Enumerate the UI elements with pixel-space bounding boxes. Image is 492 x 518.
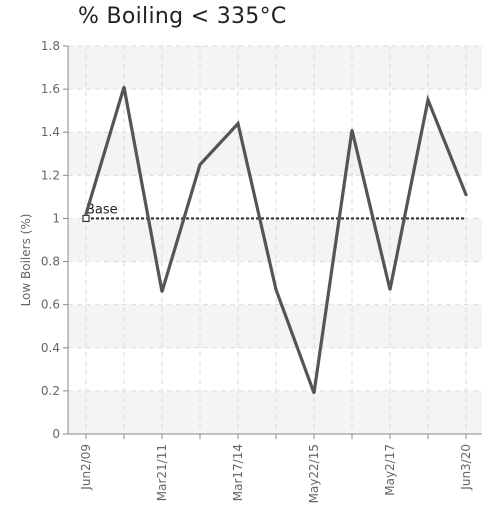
background-band xyxy=(68,218,482,262)
y-tick-label: 0.8 xyxy=(41,255,60,269)
x-tick-label: May2/17 xyxy=(383,444,397,496)
data-point xyxy=(236,122,240,125)
data-point xyxy=(122,85,126,89)
x-tick-label: Jun2/09 xyxy=(79,444,93,491)
y-tick-label: 1.6 xyxy=(41,82,60,96)
y-axis-label: Low Boilers (%) xyxy=(19,214,33,307)
y-tick-label: 1.8 xyxy=(41,39,60,53)
reference-line-label: Base xyxy=(86,202,118,217)
chart-title: % Boiling < 335°C xyxy=(78,4,287,29)
x-tick-labels: Jun2/09 Mar21/11 Mar17/14 May22/15 May2/17 Ju… xyxy=(79,444,473,503)
y-tick-label: 1.2 xyxy=(41,168,60,182)
background-band xyxy=(68,304,482,348)
y-tick-label: 1 xyxy=(52,211,60,225)
background-band xyxy=(68,46,482,90)
data-point xyxy=(274,288,278,291)
y-tick-label: 0 xyxy=(52,427,60,441)
data-point xyxy=(464,193,468,196)
y-tick-label: 0.6 xyxy=(41,298,60,312)
x-tick-label: Mar21/11 xyxy=(155,444,169,501)
background-band xyxy=(68,390,482,434)
data-point xyxy=(350,128,354,132)
data-point xyxy=(160,290,164,293)
y-tick-label: 0.2 xyxy=(41,384,60,398)
background-bands xyxy=(68,46,482,434)
data-point xyxy=(426,98,430,102)
data-point xyxy=(312,391,316,395)
y-tick-label: 0.4 xyxy=(41,341,60,355)
y-tick-labels: 0 0.2 0.4 0.6 0.8 1 1.2 1.4 1.6 1.8 xyxy=(41,39,60,441)
data-point xyxy=(198,163,202,166)
axes xyxy=(63,45,482,439)
x-tick-label: Jun3/20 xyxy=(459,444,473,491)
x-tick-label: Mar17/14 xyxy=(231,444,245,501)
data-point xyxy=(84,212,88,216)
x-tick-label: May22/15 xyxy=(307,444,321,503)
data-point xyxy=(388,288,392,291)
y-tick-label: 1.4 xyxy=(41,125,60,139)
series-group xyxy=(84,85,468,395)
